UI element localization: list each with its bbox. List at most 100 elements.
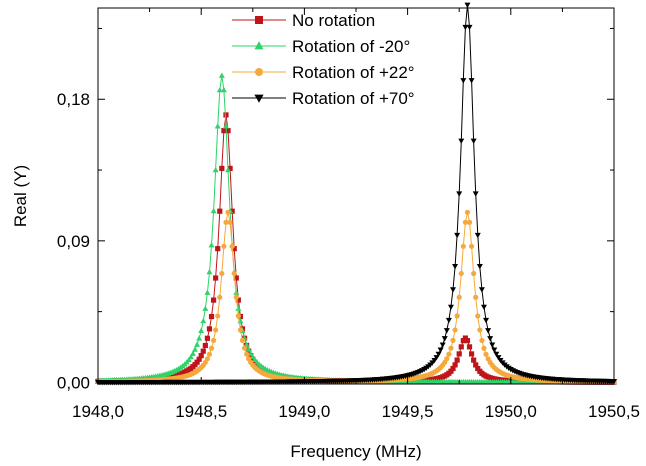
data-point xyxy=(217,208,223,214)
data-point xyxy=(456,191,463,197)
data-point xyxy=(222,123,229,129)
data-point xyxy=(452,264,459,270)
data-point xyxy=(245,346,252,352)
data-point xyxy=(235,305,242,311)
data-point xyxy=(473,362,479,368)
data-point xyxy=(223,219,229,225)
data-point xyxy=(206,326,213,332)
x-axis-title: Frequency (MHz) xyxy=(290,442,421,461)
data-point xyxy=(477,327,483,333)
data-point xyxy=(450,337,456,343)
data-point xyxy=(472,191,479,197)
series-1 xyxy=(95,72,617,385)
data-point xyxy=(229,243,235,249)
data-point xyxy=(192,346,198,352)
data-point xyxy=(227,165,233,172)
data-point xyxy=(454,232,461,239)
y-tick-label: 0,00 xyxy=(57,373,90,392)
y-tick-label: 0,18 xyxy=(57,90,90,109)
series-line xyxy=(98,75,614,383)
x-tick-label: 1949,0 xyxy=(278,402,330,421)
data-point xyxy=(470,138,477,144)
data-point xyxy=(243,341,250,347)
data-point xyxy=(468,351,475,357)
legend-marker xyxy=(255,16,263,24)
legend-label: Rotation of +22° xyxy=(292,63,415,82)
data-point xyxy=(206,351,213,357)
data-point xyxy=(466,24,473,31)
data-point xyxy=(441,336,448,342)
data-point xyxy=(485,328,492,334)
data-point xyxy=(450,365,456,372)
series-2 xyxy=(95,209,617,385)
x-tick-label: 1950,0 xyxy=(485,402,537,421)
data-point xyxy=(196,356,202,362)
legend-label: Rotation of -20° xyxy=(292,37,410,56)
data-point xyxy=(213,275,219,281)
data-point xyxy=(208,313,215,320)
legend-item: No rotation xyxy=(232,11,375,30)
data-point xyxy=(464,2,471,8)
data-point xyxy=(231,246,237,252)
data-point xyxy=(460,78,467,84)
data-point xyxy=(239,337,246,343)
data-point xyxy=(233,294,239,300)
data-point xyxy=(216,86,223,93)
data-point xyxy=(225,128,231,134)
data-point xyxy=(476,264,483,270)
data-point xyxy=(217,294,223,300)
data-point xyxy=(439,342,446,348)
data-point xyxy=(462,24,469,31)
data-point xyxy=(247,350,254,356)
series-layer xyxy=(95,2,617,386)
data-point xyxy=(452,327,458,333)
data-point xyxy=(221,243,227,249)
data-point xyxy=(200,348,206,354)
data-point xyxy=(225,166,232,173)
data-point xyxy=(229,208,235,214)
data-point xyxy=(454,313,460,319)
data-point xyxy=(479,337,485,344)
data-point xyxy=(458,270,464,277)
data-point xyxy=(475,365,481,372)
data-point xyxy=(219,165,225,172)
axes-layer: 1948,0 1948,5 1949,0 1949,5 1950,0 1950,5 0,00… xyxy=(57,8,640,421)
legend: No rotation Rotation of -20° Rotation of +… xyxy=(232,11,415,108)
data-point xyxy=(471,270,477,277)
legend-item: Rotation of +22° xyxy=(232,63,415,82)
data-point xyxy=(483,317,490,324)
data-point xyxy=(473,294,479,300)
data-point xyxy=(493,351,500,358)
data-point xyxy=(212,166,219,173)
data-point xyxy=(208,345,215,351)
data-point xyxy=(213,327,219,333)
data-point xyxy=(448,345,454,351)
data-point xyxy=(462,219,468,225)
y-axis-title: Real (Y) xyxy=(11,165,30,227)
x-tick-label: 1948,5 xyxy=(175,402,227,421)
data-point xyxy=(196,335,203,341)
data-point xyxy=(487,336,494,342)
data-point xyxy=(450,287,456,293)
data-point xyxy=(185,356,192,363)
data-point xyxy=(223,112,229,118)
series-0 xyxy=(95,112,617,385)
data-point xyxy=(219,270,225,277)
data-point xyxy=(437,347,444,353)
data-point xyxy=(204,335,210,341)
data-point xyxy=(206,268,213,275)
legend-item: Rotation of +70° xyxy=(232,89,415,108)
legend-label: Rotation of +70° xyxy=(292,89,415,108)
data-point xyxy=(237,327,244,333)
data-point xyxy=(481,345,487,351)
data-point xyxy=(491,347,498,353)
data-point xyxy=(210,207,217,214)
x-tick-label: 1949,5 xyxy=(382,402,434,421)
data-point xyxy=(198,327,205,333)
data-point xyxy=(194,359,200,365)
data-point xyxy=(458,344,464,350)
data-point xyxy=(202,305,209,311)
data-point xyxy=(495,355,502,361)
